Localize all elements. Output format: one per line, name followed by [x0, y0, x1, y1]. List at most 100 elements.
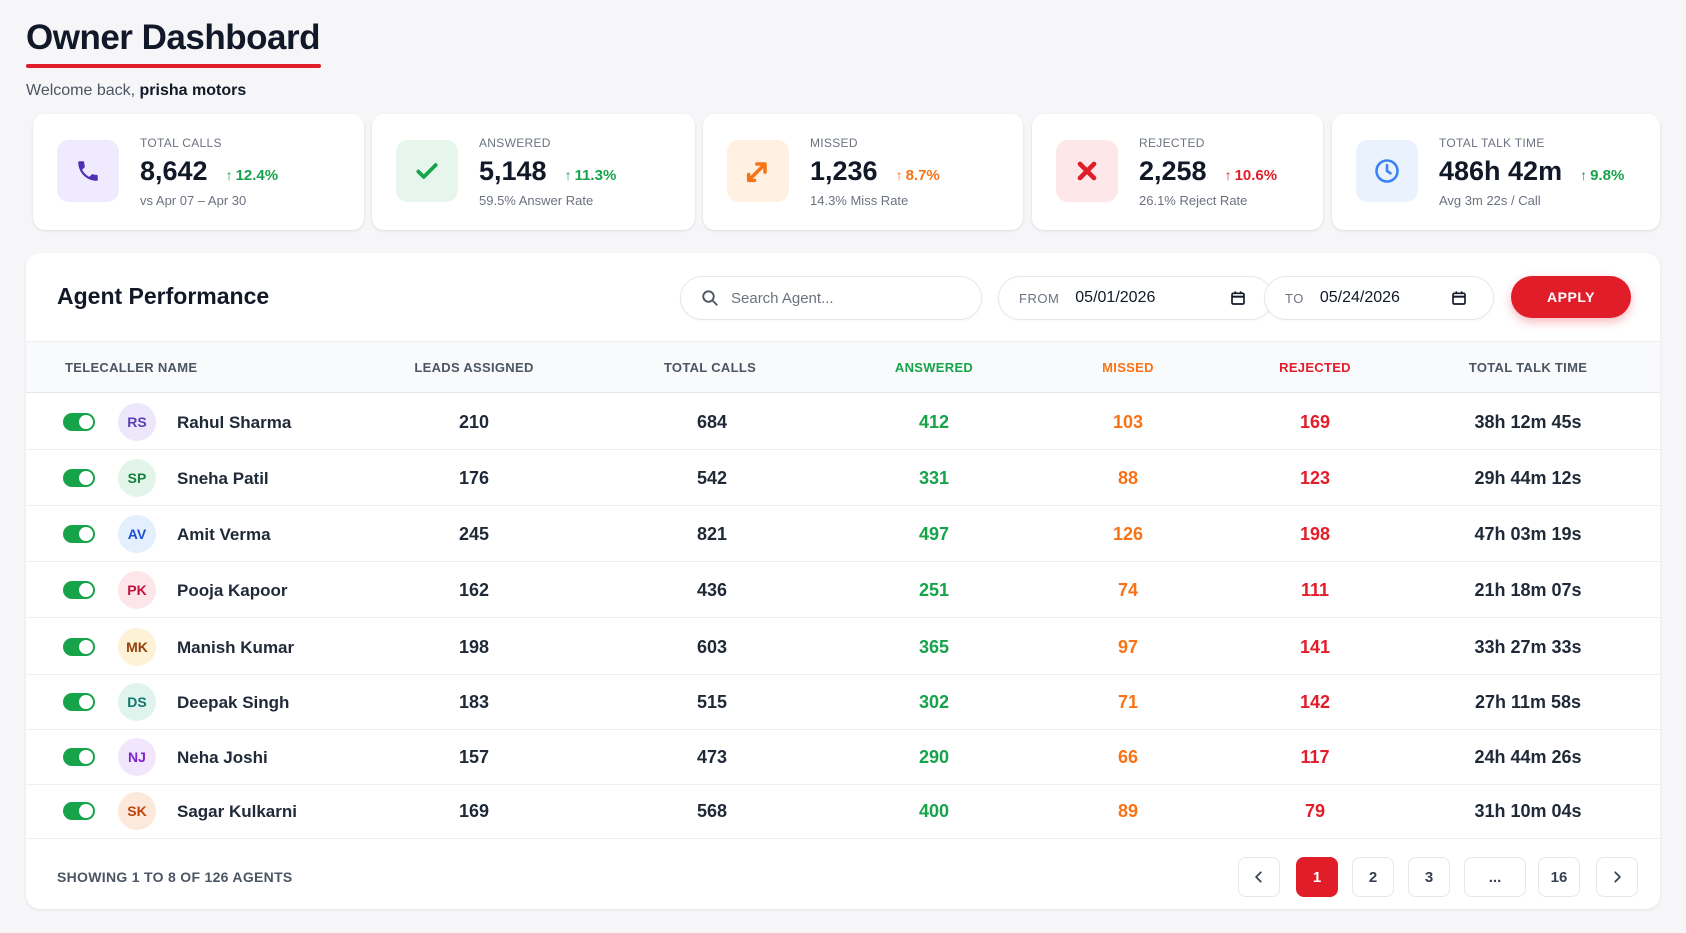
cell-leads-assigned: 183 — [458, 692, 490, 712]
from-date-field[interactable]: FROM 05/01/2026 — [998, 276, 1273, 320]
agent-name[interactable]: Neha Joshi — [177, 748, 268, 767]
agent-name[interactable]: Manish Kumar — [177, 638, 295, 657]
stat-card-missed: MISSED 1,236 ↑ 8.7% 14.3% Miss Rate — [703, 114, 1023, 230]
agent-active-toggle[interactable] — [63, 638, 95, 656]
to-date-field[interactable]: TO 05/24/2026 — [1264, 276, 1494, 320]
arrow-up-icon: ↑ — [564, 167, 572, 183]
cell-total-talk-time: 24h 44m 26s — [1474, 747, 1582, 767]
page-button-3[interactable]: 3 — [1408, 857, 1450, 897]
agent-performance-panel: Agent Performance FROM 05/01/2026 TO 05/… — [26, 253, 1660, 909]
table-row[interactable]: AV Amit Verma 245 821 497 126 198 47h 03m 19s — [26, 506, 1660, 562]
stat-subtext: 14.3% Miss Rate — [810, 193, 909, 208]
check-icon — [396, 140, 458, 202]
avatar: AV — [118, 515, 156, 553]
table-row[interactable]: SP Sneha Patil 176 542 331 88 123 29h 44m 12s — [26, 450, 1660, 506]
col-missed[interactable]: MISSED — [1102, 360, 1154, 375]
stat-label: REJECTED — [1139, 136, 1205, 150]
cell-answered: 365 — [918, 637, 950, 657]
stat-label: ANSWERED — [479, 136, 551, 150]
cell-missed: 74 — [1117, 580, 1139, 600]
table-row[interactable]: PK Pooja Kapoor 162 436 251 74 111 21h 18m 07s — [26, 562, 1660, 618]
cell-total-calls: 436 — [696, 580, 728, 600]
cell-rejected: 123 — [1299, 468, 1331, 488]
search-input[interactable] — [731, 289, 961, 307]
agent-name[interactable]: Sneha Patil — [177, 469, 269, 488]
prev-page-button[interactable] — [1238, 857, 1280, 897]
stat-label: MISSED — [810, 136, 858, 150]
cell-rejected: 142 — [1299, 692, 1331, 712]
stat-card-talk-time: TOTAL TALK TIME 486h 42m ↑ 9.8% Avg 3m 2… — [1332, 114, 1660, 230]
search-icon — [702, 290, 718, 306]
agent-name[interactable]: Amit Verma — [177, 525, 271, 544]
arrow-up-icon: ↑ — [225, 167, 233, 183]
stat-change-value: 10.6% — [1234, 166, 1278, 184]
cell-answered: 302 — [918, 692, 950, 712]
avatar: NJ — [118, 738, 156, 776]
calendar-icon[interactable] — [1230, 290, 1246, 306]
title-underline — [26, 64, 321, 68]
cell-leads-assigned: 157 — [458, 747, 490, 767]
stat-change-value: 8.7% — [905, 166, 940, 184]
agent-name[interactable]: Deepak Singh — [177, 693, 290, 712]
cell-leads-assigned: 198 — [458, 637, 490, 657]
stat-subtext: vs Apr 07 – Apr 30 — [140, 193, 247, 208]
cell-missed: 88 — [1117, 468, 1139, 488]
cell-rejected: 141 — [1299, 637, 1331, 657]
cell-answered: 400 — [918, 801, 950, 821]
table-row[interactable]: DS Deepak Singh 183 515 302 71 142 27h 11m 58s — [26, 674, 1660, 730]
next-page-button[interactable] — [1596, 857, 1638, 897]
panel-title: Agent Performance — [57, 283, 270, 309]
table-row[interactable]: NJ Neha Joshi 157 473 290 66 117 24h 44m 26s — [26, 729, 1660, 785]
cell-answered: 290 — [918, 747, 950, 767]
apply-button[interactable]: APPLY — [1511, 276, 1631, 318]
agent-active-toggle[interactable] — [63, 525, 95, 543]
col-total-talk-time[interactable]: TOTAL TALK TIME — [1468, 360, 1588, 375]
col-telecaller-name[interactable]: TELECALLER NAME — [65, 360, 198, 375]
rejected-call-icon — [1056, 140, 1118, 202]
avatar: RS — [118, 403, 156, 441]
agent-active-toggle[interactable] — [63, 693, 95, 711]
avatar: PK — [118, 571, 156, 609]
welcome-message: Welcome back, prisha motors — [26, 82, 321, 100]
page-button-2[interactable]: 2 — [1352, 857, 1394, 897]
cell-total-talk-time: 21h 18m 07s — [1474, 580, 1582, 600]
stat-change: ↑ 12.4% — [226, 167, 279, 184]
company-name: prisha motors — [139, 82, 247, 99]
stat-label: TOTAL CALLS — [140, 136, 222, 150]
page-button-1[interactable]: 1 — [1296, 857, 1338, 897]
cell-leads-assigned: 162 — [458, 580, 490, 600]
cell-missed: 97 — [1117, 637, 1139, 657]
avatar: DS — [118, 683, 156, 721]
table-row[interactable]: MK Manish Kumar 198 603 365 97 141 33h 27m 33s — [26, 619, 1660, 675]
agent-active-toggle[interactable] — [63, 802, 95, 820]
page-button-16[interactable]: 16 — [1538, 857, 1580, 897]
stat-value: 8,642 — [140, 156, 208, 186]
from-date-value[interactable]: 05/01/2026 — [1075, 289, 1156, 306]
missed-call-icon — [727, 140, 789, 202]
table-row[interactable]: RS Rahul Sharma 210 684 412 103 169 38h 12m 45s — [26, 394, 1660, 450]
agent-active-toggle[interactable] — [63, 581, 95, 599]
agent-active-toggle[interactable] — [63, 413, 95, 431]
col-answered[interactable]: ANSWERED — [894, 360, 974, 375]
col-leads-assigned[interactable]: LEADS ASSIGNED — [414, 360, 534, 375]
stat-value: 486h 42m — [1439, 156, 1563, 186]
agent-active-toggle[interactable] — [63, 469, 95, 487]
to-label: TO — [1285, 290, 1304, 306]
page-title: Owner Dashboard — [26, 18, 320, 57]
cell-total-calls: 473 — [696, 747, 728, 767]
stat-label: TOTAL TALK TIME — [1439, 136, 1545, 150]
cell-total-calls: 515 — [696, 692, 728, 712]
cell-answered: 497 — [918, 524, 950, 544]
agent-name[interactable]: Pooja Kapoor — [177, 581, 288, 600]
agent-name[interactable]: Rahul Sharma — [177, 413, 292, 432]
agent-active-toggle[interactable] — [63, 748, 95, 766]
cell-total-calls: 821 — [696, 524, 728, 544]
calendar-icon[interactable] — [1451, 290, 1467, 306]
col-rejected[interactable]: REJECTED — [1279, 360, 1351, 375]
search-box[interactable] — [680, 276, 982, 320]
agent-name[interactable]: Sagar Kulkarni — [177, 802, 297, 821]
to-date-value[interactable]: 05/24/2026 — [1319, 289, 1400, 306]
table-row[interactable]: SK Sagar Kulkarni 169 568 400 89 79 31h 10m 04s — [26, 783, 1660, 839]
stat-card-total-calls: TOTAL CALLS 8,642 ↑ 12.4% vs Apr 07 – Ap… — [33, 114, 364, 230]
col-total-calls[interactable]: TOTAL CALLS — [663, 360, 757, 375]
